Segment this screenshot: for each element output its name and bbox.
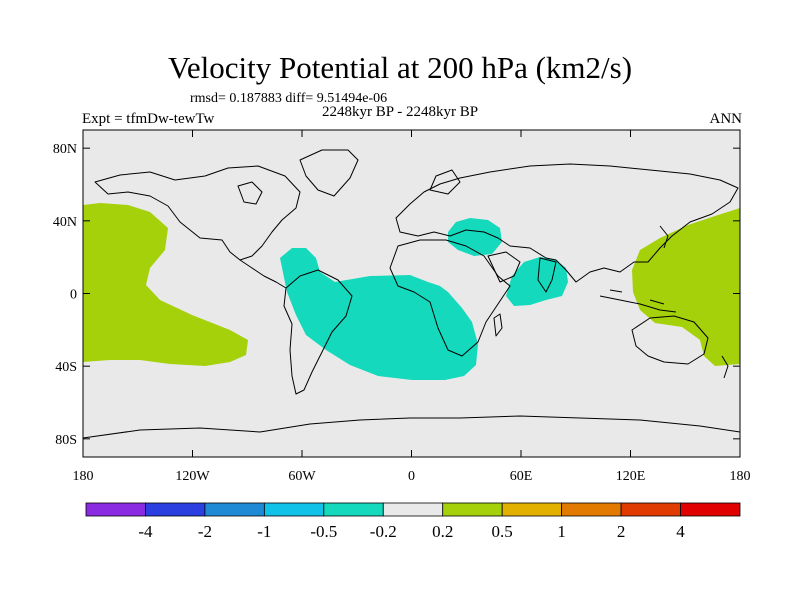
lat-tick-label: 0 [70, 288, 77, 303]
colorbar-label: -1 [257, 522, 271, 541]
coastline-antarctica [83, 415, 740, 439]
coastline-new-zealand [721, 355, 729, 379]
colorbar-label: 0.2 [432, 522, 453, 541]
lat-tick-label: 40S [55, 360, 77, 375]
colorbar-label: 2 [617, 522, 626, 541]
region-western-pacific-positive [632, 208, 740, 366]
colorbar-swatch [323, 502, 384, 517]
coastline-central-america [239, 259, 287, 289]
coastline-australia [631, 315, 709, 365]
coastline-greenland [299, 149, 359, 197]
colorbar-swatch [620, 502, 681, 517]
colorbar-swatch [561, 502, 622, 517]
experiment-label: Expt = tfmDw-tewTw [82, 111, 215, 127]
colorbar-swatch [680, 502, 741, 517]
colorbar [85, 502, 741, 517]
coastline-africa [389, 239, 511, 357]
colorbar-label: -0.2 [370, 522, 397, 541]
period-label: 2248kyr BP - 2248kyr BP [322, 104, 479, 120]
region-mediterranean-negative [448, 218, 502, 256]
coastlines [83, 149, 740, 439]
lat-tick-label: 80N [53, 142, 77, 157]
lon-tick-label: 0 [408, 469, 415, 484]
colorbar-label: -2 [198, 522, 212, 541]
coastline-north-america [94, 165, 301, 261]
lat-tick-label: 80S [55, 433, 77, 448]
lon-tick-label: 180 [73, 469, 94, 484]
colorbar-swatch [263, 502, 325, 517]
season-label: ANN [709, 111, 743, 127]
region-central-pacific-positive [83, 203, 248, 366]
colorbar-swatch [85, 502, 146, 517]
coastline-scandinavia [429, 169, 461, 195]
coastline-madagascar [493, 313, 503, 337]
lon-tick-label: 60E [510, 469, 533, 484]
coastline-indonesia [599, 289, 677, 313]
map-title: Velocity Potential at 200 hPa (km2/s) [167, 50, 633, 85]
colorbar-label: 4 [676, 522, 685, 541]
coastline-south-america [283, 269, 353, 395]
lon-tick-label: 180 [730, 469, 751, 484]
coastline-arabia [487, 251, 521, 283]
lon-tick-label: 120W [175, 469, 210, 484]
lon-tick-label: 60W [288, 469, 316, 484]
colorbar-label: 1 [557, 522, 566, 541]
longitude-axis: 180 120W 60W 0 60E 120E 180 [73, 130, 751, 484]
colorbar-swatch [204, 502, 265, 517]
coastline-india [537, 257, 557, 293]
colorbar-swatch [501, 502, 563, 517]
stats-line: rmsd= 0.187883 diff= 9.51494e-06 [190, 91, 388, 106]
colorbar-label: -0.5 [310, 522, 337, 541]
lat-tick-label: 40N [53, 215, 77, 230]
colorbar-label: -4 [138, 522, 153, 541]
colorbar-labels: -4 -2 -1 -0.5 -0.2 0.2 0.5 1 2 4 [138, 522, 685, 541]
coastline-japan [659, 225, 669, 249]
region-atlantic-south-america-negative [280, 248, 478, 380]
colorbar-swatch [145, 502, 206, 517]
coastline-eurasia [395, 163, 739, 283]
lon-tick-label: 120E [616, 469, 646, 484]
colorbar-label: 0.5 [492, 522, 513, 541]
latitude-axis: 80N 40N 0 40S 80S [53, 142, 740, 448]
coastline-hudson-bay [237, 181, 263, 205]
region-indian-ocean-negative [506, 257, 568, 306]
colorbar-swatch [442, 502, 503, 517]
colorbar-swatch [382, 502, 444, 517]
